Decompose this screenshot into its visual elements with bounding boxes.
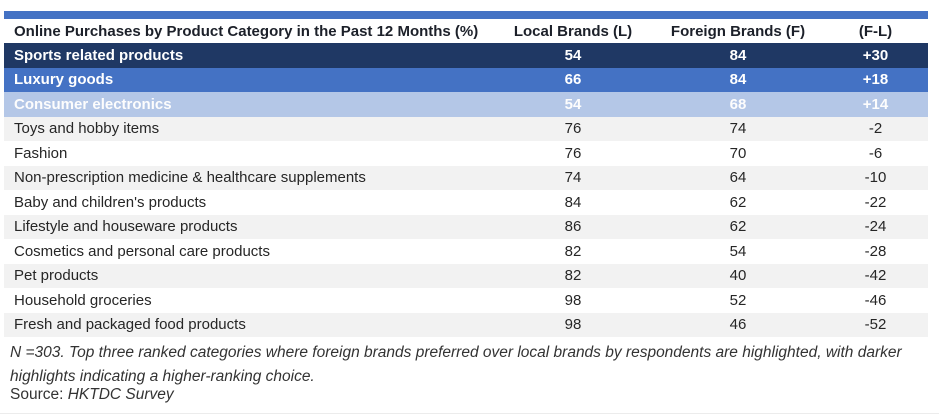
foreign-brands-value-cell: 62 (729, 218, 747, 236)
local-brands-value-cell: 82 (564, 242, 582, 260)
category-cell: Non-prescription medicine & healthcare s… (14, 170, 366, 186)
category-cell: Sports related products (14, 47, 184, 63)
table-title: Online Purchases by Product Category in … (14, 23, 479, 39)
diff-value-cell: -6 (868, 144, 883, 162)
accent-top-bar (4, 11, 928, 19)
column-header-local-brands: Local Brands (L) (513, 22, 633, 40)
local-brands-value-cell: 76 (564, 144, 582, 162)
foreign-brands-value-cell: 84 (729, 71, 747, 89)
local-brands-value-cell: 98 (564, 316, 582, 334)
table-row: Non-prescription medicine & healthcare s… (4, 165, 928, 190)
category-cell: Lifestyle and houseware products (14, 219, 238, 235)
local-brands-value-cell: 76 (564, 120, 582, 138)
category-cell: Toys and hobby items (14, 121, 160, 137)
category-cell: Household groceries (14, 292, 152, 308)
table-row: Sports related products 54 84 +30 (4, 43, 928, 68)
category-cell: Baby and children's products (14, 194, 207, 210)
local-brands-value-cell: 54 (564, 46, 582, 64)
local-brands-value-cell: 66 (564, 71, 582, 89)
foreign-brands-value-cell: 74 (729, 120, 747, 138)
diff-value-cell: -28 (864, 242, 887, 260)
diff-value-cell: -2 (868, 120, 883, 138)
table-header-row: Online Purchases by Product Category in … (4, 19, 928, 43)
local-brands-value-cell: 74 (564, 169, 582, 187)
source-label: Source: (10, 386, 64, 403)
table-row: Luxury goods 66 84 +18 (4, 67, 928, 92)
foreign-brands-value-cell: 68 (729, 95, 747, 113)
diff-value-cell: +18 (862, 71, 889, 89)
diff-value-cell: -22 (864, 193, 887, 211)
local-brands-value-cell: 54 (564, 95, 582, 113)
local-brands-value-cell: 98 (564, 291, 582, 309)
column-header-foreign-brands: Foreign Brands (F) (670, 22, 806, 40)
table-row: Consumer electronics 54 68 +14 (4, 92, 928, 117)
foreign-brands-value-cell: 70 (729, 144, 747, 162)
foreign-brands-value-cell: 46 (729, 316, 747, 334)
foreign-brands-value-cell: 40 (729, 267, 747, 285)
category-cell: Fresh and packaged food products (14, 317, 246, 333)
table-row: Fresh and packaged food products 98 46 -… (4, 312, 928, 337)
foreign-brands-value-cell: 52 (729, 291, 747, 309)
category-cell: Cosmetics and personal care products (14, 243, 270, 259)
foreign-brands-value-cell: 84 (729, 46, 747, 64)
footnote: N =303. Top three ranked categories wher… (10, 344, 902, 385)
table-row: Toys and hobby items 76 74 -2 (4, 116, 928, 141)
diff-value-cell: -46 (864, 291, 887, 309)
category-cell: Luxury goods (14, 72, 114, 88)
column-header-diff: (F-L) (858, 22, 893, 40)
data-table: Online Purchases by Product Category in … (4, 19, 928, 337)
table-row: Household groceries 98 52 -46 (4, 288, 928, 313)
table-row: Baby and children's products 84 62 -22 (4, 190, 928, 215)
category-cell: Consumer electronics (14, 96, 172, 112)
source-text: HKTDC Survey (67, 386, 174, 403)
foreign-brands-value-cell: 64 (729, 169, 747, 187)
diff-value-cell: -24 (864, 218, 887, 236)
category-cell: Fashion (14, 145, 68, 161)
local-brands-value-cell: 86 (564, 218, 582, 236)
source-line: Source: HKTDC Survey (10, 385, 174, 405)
diff-value-cell: -10 (864, 169, 887, 187)
category-cell: Pet products (14, 268, 99, 284)
table-row: Pet products 82 40 -42 (4, 263, 928, 288)
table-body: Sports related products 54 84 +30 Luxury… (4, 43, 928, 337)
table-row: Fashion 76 70 -6 (4, 141, 928, 166)
foreign-brands-value-cell: 62 (729, 193, 747, 211)
diff-value-cell: -52 (864, 316, 887, 334)
table-row: Lifestyle and houseware products 86 62 -… (4, 214, 928, 239)
foreign-brands-value-cell: 54 (729, 242, 747, 260)
diff-value-cell: -42 (864, 267, 887, 285)
diff-value-cell: +30 (862, 46, 889, 64)
local-brands-value-cell: 82 (564, 267, 582, 285)
local-brands-value-cell: 84 (564, 193, 582, 211)
diff-value-cell: +14 (862, 95, 889, 113)
table-row: Cosmetics and personal care products 82 … (4, 239, 928, 264)
